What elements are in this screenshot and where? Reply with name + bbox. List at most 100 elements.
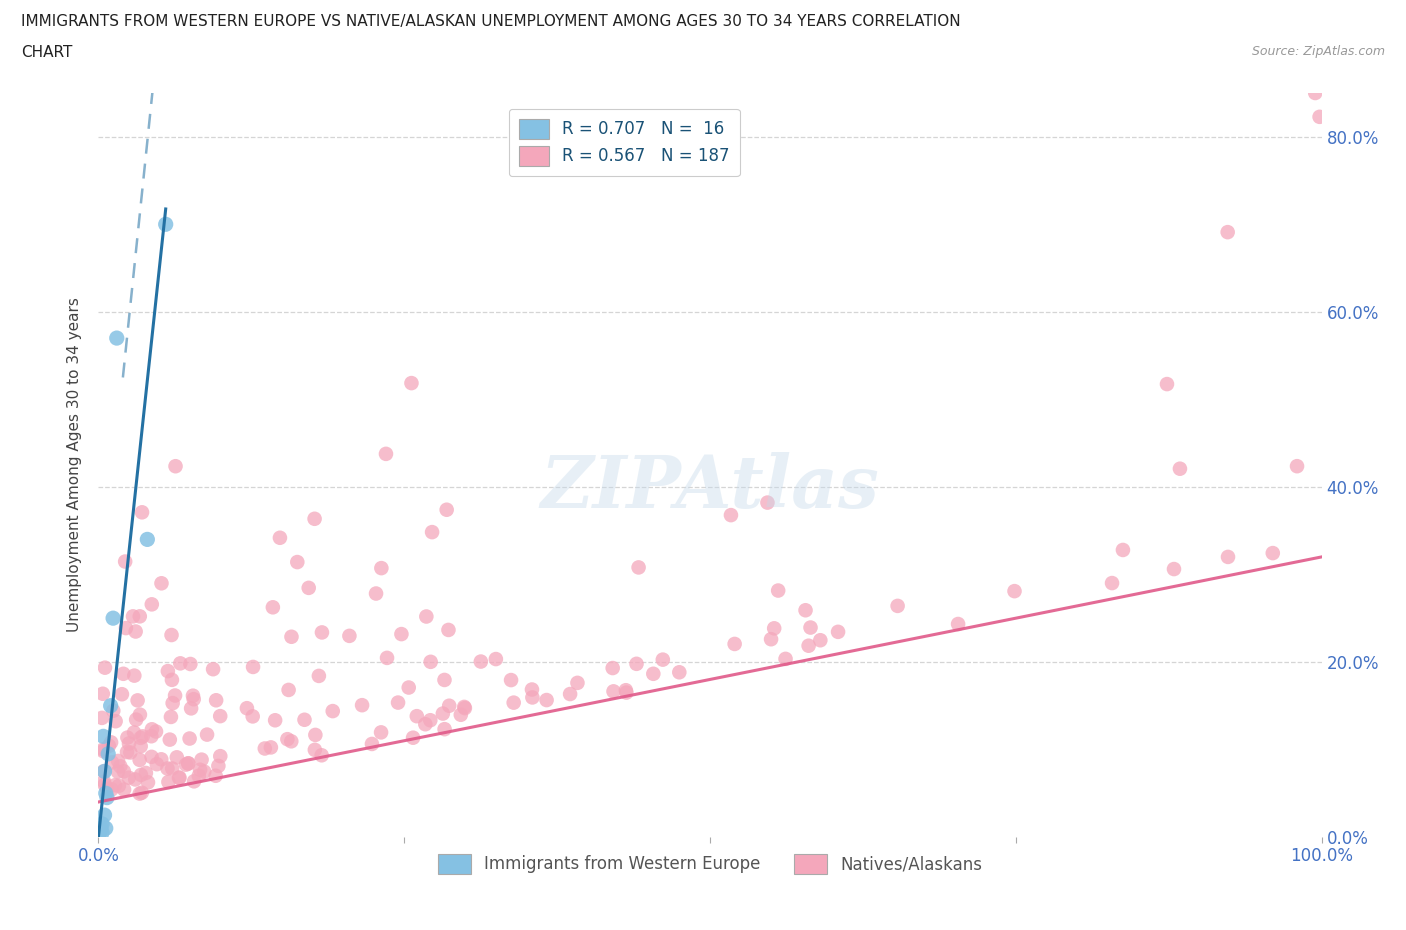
Point [1004, 584, 1026, 599]
Point [160, 628, 183, 643]
Point [145, 724, 167, 739]
Point [193, 764, 215, 779]
Point [179, 657, 201, 671]
Point [91, 729, 114, 744]
Point [536, 693, 558, 708]
Point [1309, 110, 1331, 125]
Point [402, 730, 425, 745]
Point [759, 631, 782, 646]
Point [419, 712, 441, 727]
Point [311, 748, 333, 763]
Point [96, 781, 118, 796]
Point [190, 752, 212, 767]
Point [485, 652, 508, 667]
Point [794, 603, 817, 618]
Point [93, 807, 115, 822]
Point [264, 712, 287, 727]
Point [124, 624, 146, 639]
Point [124, 772, 146, 787]
Point [304, 512, 326, 526]
Point [391, 627, 413, 642]
Point [499, 672, 522, 687]
Point [104, 714, 127, 729]
Point [361, 737, 384, 751]
Point [124, 668, 146, 683]
Point [450, 708, 472, 723]
Point [90, 821, 112, 836]
Point [205, 693, 228, 708]
Point [202, 662, 225, 677]
Point [180, 701, 202, 716]
Point [602, 660, 624, 675]
Point [179, 731, 201, 746]
Point [100, 782, 122, 797]
Point [169, 656, 191, 671]
Point [156, 761, 179, 776]
Point [128, 786, 150, 801]
Point [104, 777, 127, 792]
Point [118, 736, 141, 751]
Point [129, 738, 152, 753]
Point [112, 782, 135, 797]
Point [1156, 377, 1178, 392]
Text: Source: ZipAtlas.com: Source: ZipAtlas.com [1251, 45, 1385, 58]
Point [946, 617, 969, 631]
Point [797, 638, 820, 653]
Point [1216, 550, 1239, 565]
Point [105, 331, 128, 346]
Point [763, 621, 786, 636]
Point [188, 763, 211, 777]
Point [405, 709, 427, 724]
Point [93, 764, 115, 778]
Point [131, 729, 153, 744]
Point [107, 764, 129, 779]
Point [827, 624, 849, 639]
Point [398, 680, 420, 695]
Point [720, 508, 742, 523]
Point [419, 655, 441, 670]
Point [96, 790, 118, 805]
Point [93, 777, 115, 792]
Point [115, 745, 138, 760]
Point [502, 696, 524, 711]
Point [209, 749, 232, 764]
Point [437, 698, 460, 713]
Point [207, 759, 229, 774]
Point [775, 651, 797, 666]
Point [420, 525, 443, 539]
Point [107, 753, 129, 768]
Point [756, 495, 779, 510]
Point [1261, 546, 1284, 561]
Point [558, 686, 581, 701]
Point [616, 685, 638, 700]
Point [280, 734, 302, 749]
Point [799, 620, 821, 635]
Point [156, 664, 179, 679]
Point [93, 774, 115, 789]
Point [195, 727, 218, 742]
Point [91, 686, 114, 701]
Point [602, 684, 624, 698]
Point [177, 756, 200, 771]
Y-axis label: Unemployment Among Ages 30 to 34 years: Unemployment Among Ages 30 to 34 years [67, 298, 83, 632]
Point [262, 600, 284, 615]
Point [183, 774, 205, 789]
Point [100, 698, 122, 713]
Point [89, 825, 111, 840]
Point [433, 722, 456, 737]
Point [101, 755, 124, 770]
Point [437, 622, 460, 637]
Point [294, 712, 316, 727]
Text: IMMIGRANTS FROM WESTERN EUROPE VS NATIVE/ALASKAN UNEMPLOYMENT AMONG AGES 30 TO 3: IMMIGRANTS FROM WESTERN EUROPE VS NATIVE… [21, 14, 960, 29]
Point [94, 660, 117, 675]
Point [522, 690, 544, 705]
Point [97, 738, 120, 753]
Text: ZIPAtlas: ZIPAtlas [541, 452, 879, 523]
Point [260, 740, 283, 755]
Point [766, 583, 789, 598]
Point [94, 786, 117, 801]
Point [115, 620, 138, 635]
Point [808, 632, 831, 647]
Point [131, 785, 153, 800]
Point [160, 672, 183, 687]
